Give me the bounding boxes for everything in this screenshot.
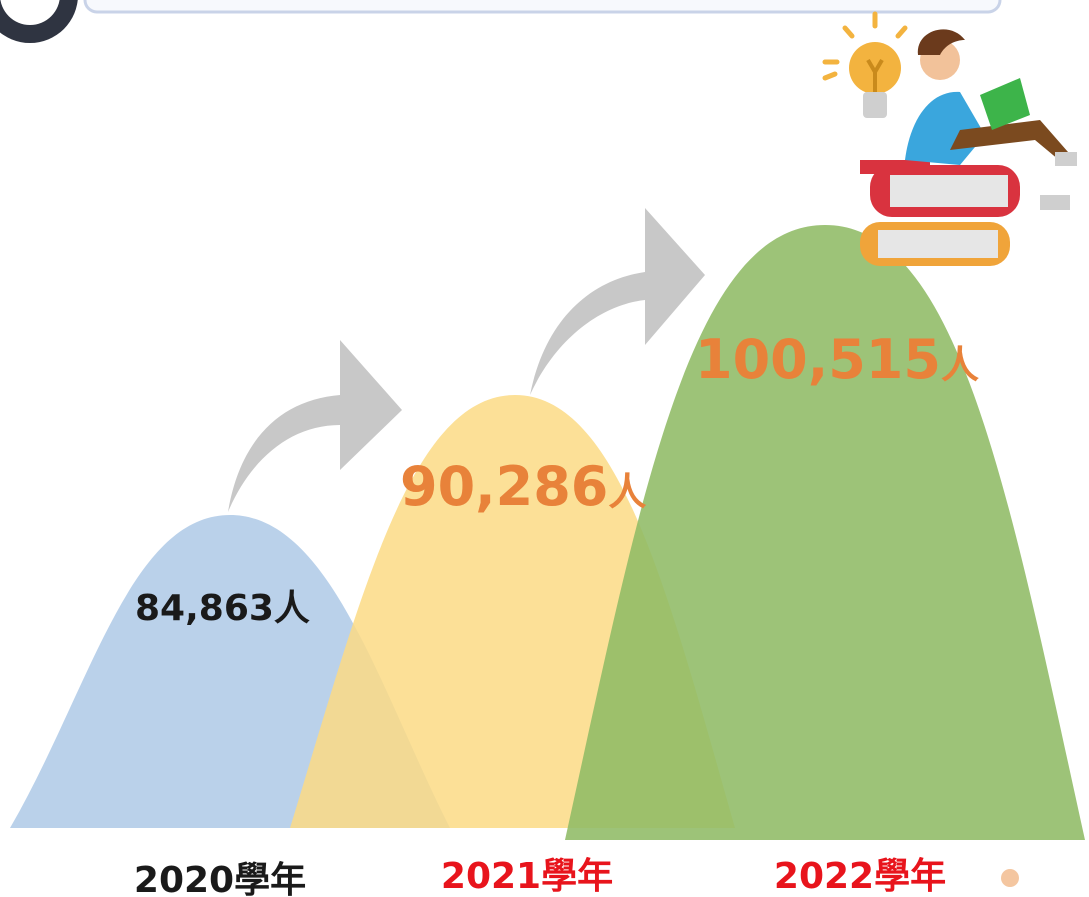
growth-arrow bbox=[228, 340, 402, 512]
small-icon bbox=[1001, 869, 1019, 887]
value-unit: 人 bbox=[274, 588, 310, 629]
mountain-2022 bbox=[565, 225, 1085, 840]
value-unit: 人 bbox=[941, 343, 979, 387]
year-label: 2021學年 bbox=[441, 856, 613, 897]
reading-illustration bbox=[825, 14, 1077, 266]
value-label: 84,863人 bbox=[135, 588, 310, 629]
value-label: 100,515人 bbox=[695, 328, 979, 391]
value-number: 100,515 bbox=[695, 328, 941, 391]
infographic: 84,863人 90,286人 100,515人 2020學年 2021學年 2… bbox=[0, 0, 1089, 897]
value-label: 90,286人 bbox=[400, 455, 646, 518]
value-number: 90,286 bbox=[400, 455, 608, 518]
page: 84,863人 90,286人 100,515人 2020學年 2021學年 2… bbox=[0, 0, 1089, 897]
growth-arrow bbox=[530, 208, 705, 395]
year-label: 2020學年 bbox=[134, 860, 306, 897]
year-label: 2022學年 bbox=[774, 856, 946, 897]
value-number: 84,863 bbox=[135, 588, 274, 629]
value-unit: 人 bbox=[608, 470, 646, 514]
header-box bbox=[85, 0, 1000, 12]
